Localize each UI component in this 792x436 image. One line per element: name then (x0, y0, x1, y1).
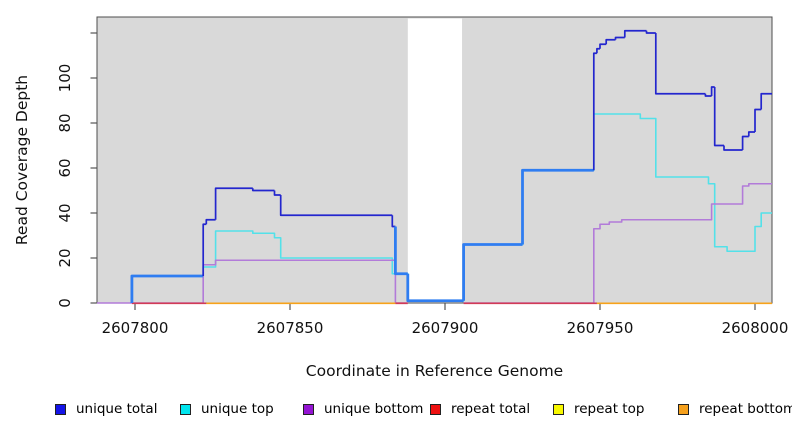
series-line-unique-total (713, 87, 724, 147)
series-line-unique-total (592, 52, 597, 171)
y-tick-label: 60 (56, 158, 74, 177)
series-line-unique-total (599, 43, 607, 49)
series-line-unique-total (521, 168, 594, 245)
chart-layer: 2607800 2607850 2607900 2607950 2608000 0 20 40… (56, 16, 789, 337)
x-tick-label: 2608000 (722, 319, 789, 337)
legend-swatch-repeat-top (553, 403, 564, 415)
legend-label-repeat-bottom: repeat bottom (699, 401, 792, 417)
plot-box (96, 16, 773, 304)
series-line-unique-total (645, 30, 656, 34)
legend-label-repeat-total: repeat total (451, 401, 531, 417)
series-line-unique-bottom (463, 182, 772, 304)
series-line-unique-total (596, 47, 600, 54)
legend-item-unique-total: unique total (55, 399, 157, 419)
legend-swatch-repeat-total (430, 403, 441, 415)
legend-item-unique-top: unique top (180, 399, 274, 419)
series-line-unique-total (760, 92, 772, 110)
series-line-unique-total (704, 93, 712, 97)
legend-label-repeat-top: repeat top (574, 401, 645, 417)
series-line-unique-total (251, 188, 275, 192)
series-line-unique-total (741, 135, 749, 150)
series-line-unique-total (605, 38, 616, 45)
series-line-unique-total (654, 33, 706, 95)
legend-label-unique-top: unique top (201, 401, 274, 417)
legend-item-repeat-bottom: repeat bottom (678, 399, 792, 419)
y-tick-label: 80 (56, 113, 74, 132)
series-line-unique-total (614, 36, 625, 40)
y-axis-title: Read Coverage Depth (13, 75, 31, 245)
legend-swatch-unique-total (55, 403, 66, 415)
x-tick-label: 2607900 (412, 319, 479, 337)
x-axis-title: Coordinate in Reference Genome (306, 362, 563, 380)
y-tick-label: 20 (56, 248, 74, 267)
x-tick-label: 2607800 (102, 319, 169, 337)
masked-region (407, 18, 463, 303)
series-line-unique-total (623, 29, 647, 38)
legend-item-repeat-top: repeat top (553, 399, 644, 419)
legend: unique total unique top unique bottom re… (0, 399, 792, 421)
legend-item-unique-bottom: unique bottom (303, 399, 423, 419)
legend-swatch-unique-bottom (303, 403, 314, 415)
series-line-unique-total (747, 131, 755, 137)
series-line-unique-total (130, 274, 204, 303)
legend-label-unique-bottom: unique bottom (324, 401, 424, 417)
series-line-unique-total (710, 86, 715, 96)
series-line-unique-total (214, 187, 253, 220)
series-line-unique-total (723, 145, 743, 151)
series-line-unique-total (205, 218, 216, 225)
legend-swatch-repeat-bottom (678, 403, 689, 415)
x-tick-label: 2607850 (257, 319, 324, 337)
series-line-unique-total (394, 226, 408, 276)
y-tick-label: 0 (56, 298, 74, 308)
series-line-unique-total (202, 223, 207, 276)
y-tick-label: 40 (56, 203, 74, 222)
x-tick-label: 2607950 (567, 319, 634, 337)
legend-item-repeat-total: repeat total (430, 399, 530, 419)
series-line-unique-total (462, 243, 523, 301)
series-line-unique-total (754, 108, 762, 132)
series-line-unique-bottom (97, 259, 408, 304)
legend-label-unique-total: unique total (76, 401, 158, 417)
series-line-unique-total (279, 195, 393, 217)
legend-swatch-unique-top (180, 403, 191, 415)
y-tick-label: 100 (56, 64, 74, 93)
series-line-unique-total (273, 190, 281, 196)
series-line-unique-total (406, 273, 464, 303)
